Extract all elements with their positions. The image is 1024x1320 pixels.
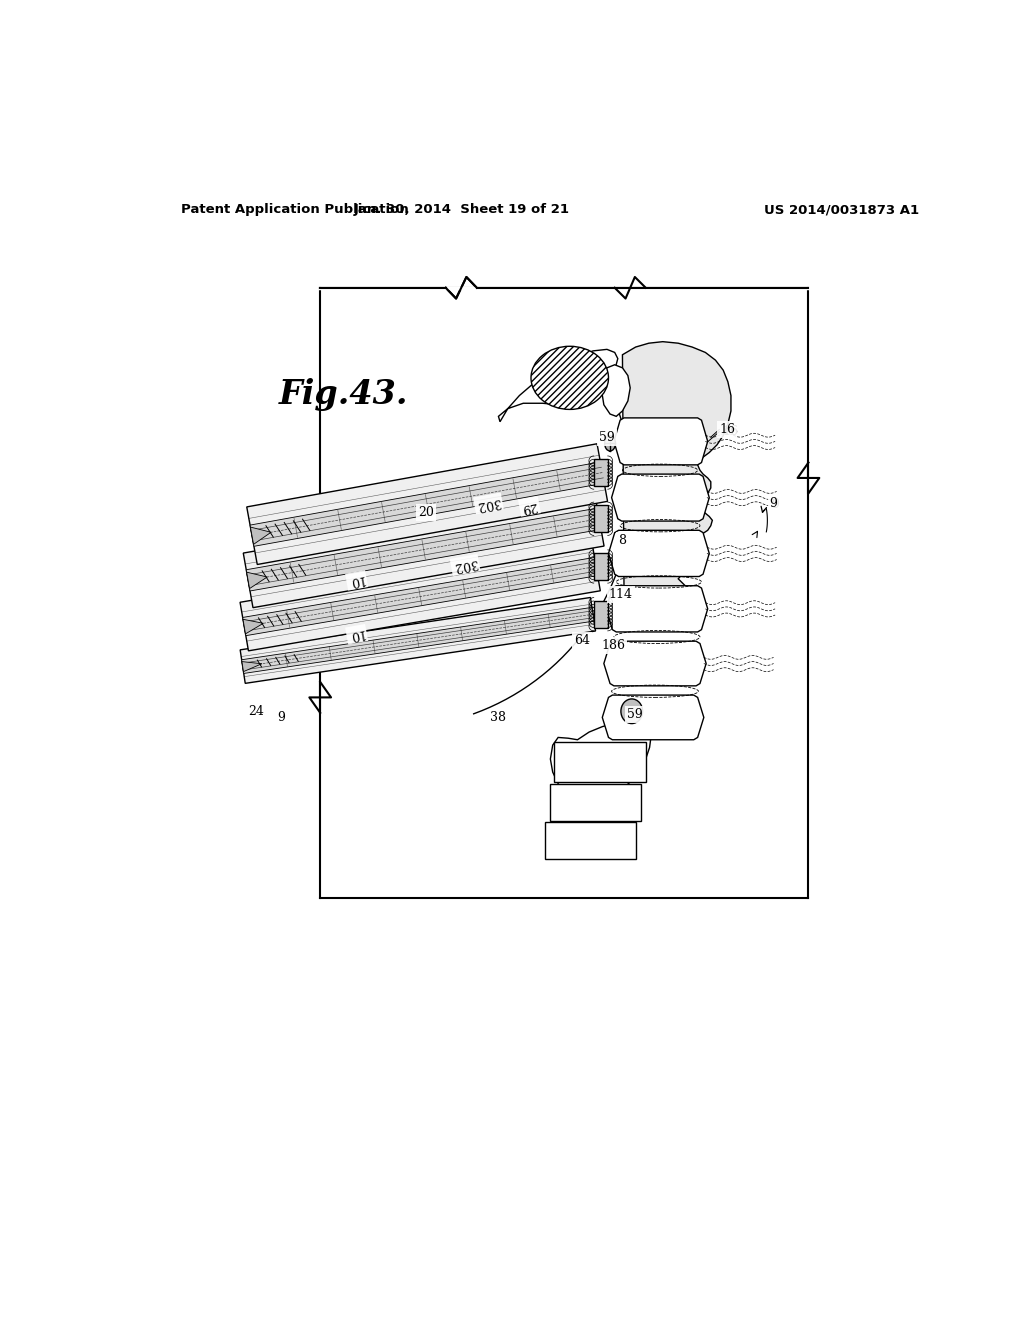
Text: 20: 20 xyxy=(419,506,434,519)
Text: 302: 302 xyxy=(475,495,502,512)
Text: 10: 10 xyxy=(347,573,366,589)
Bar xyxy=(594,601,607,628)
Text: 64: 64 xyxy=(574,634,590,647)
Text: 29: 29 xyxy=(520,499,539,515)
Polygon shape xyxy=(242,661,262,672)
Polygon shape xyxy=(550,784,641,821)
Ellipse shape xyxy=(531,346,608,409)
Polygon shape xyxy=(243,557,598,636)
Text: 10: 10 xyxy=(347,627,366,642)
Polygon shape xyxy=(247,444,607,565)
Polygon shape xyxy=(604,642,707,686)
Text: 16: 16 xyxy=(719,422,735,436)
Polygon shape xyxy=(608,531,710,577)
Text: 59: 59 xyxy=(627,708,643,721)
Polygon shape xyxy=(623,342,731,603)
Polygon shape xyxy=(499,350,617,422)
Text: 302: 302 xyxy=(453,557,478,573)
Text: 9: 9 xyxy=(770,496,777,510)
Polygon shape xyxy=(240,543,600,651)
Text: 9: 9 xyxy=(771,499,779,511)
Text: 114: 114 xyxy=(609,587,633,601)
Ellipse shape xyxy=(621,700,643,723)
Polygon shape xyxy=(243,619,263,634)
Bar xyxy=(594,506,607,532)
Polygon shape xyxy=(554,742,646,781)
Polygon shape xyxy=(599,364,630,416)
Polygon shape xyxy=(251,527,271,544)
Polygon shape xyxy=(550,721,651,801)
Text: Jan. 30, 2014  Sheet 19 of 21: Jan. 30, 2014 Sheet 19 of 21 xyxy=(353,203,569,216)
Polygon shape xyxy=(241,598,596,684)
Text: 186: 186 xyxy=(601,639,625,652)
Text: Patent Application Publication: Patent Application Publication xyxy=(180,203,409,216)
Polygon shape xyxy=(611,474,710,521)
Text: 38: 38 xyxy=(490,711,507,723)
Text: 59: 59 xyxy=(599,430,614,444)
Polygon shape xyxy=(247,572,267,589)
Polygon shape xyxy=(250,462,604,546)
Polygon shape xyxy=(602,696,703,739)
Text: 16: 16 xyxy=(722,425,738,438)
Ellipse shape xyxy=(604,436,615,451)
Polygon shape xyxy=(246,508,601,591)
Text: 24: 24 xyxy=(248,705,264,718)
Text: 8: 8 xyxy=(617,533,626,546)
Text: Fig.43.: Fig.43. xyxy=(280,378,409,411)
Polygon shape xyxy=(614,418,708,465)
Polygon shape xyxy=(244,491,604,607)
Bar xyxy=(594,459,607,486)
Text: US 2014/0031873 A1: US 2014/0031873 A1 xyxy=(764,203,919,216)
Polygon shape xyxy=(545,822,636,859)
Text: 9: 9 xyxy=(278,711,286,723)
Polygon shape xyxy=(606,586,708,632)
Bar xyxy=(594,553,607,579)
Polygon shape xyxy=(242,607,594,673)
